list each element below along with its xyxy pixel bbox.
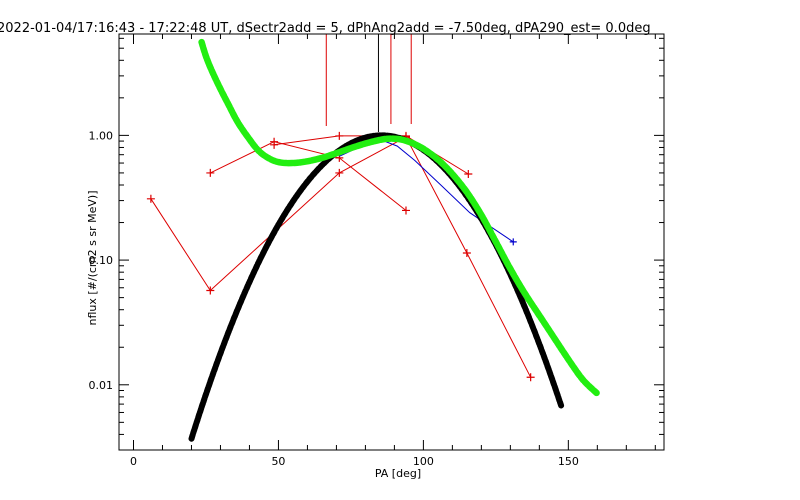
- y-axis-label: nflux [#/(cm2 s sr MeV)]: [86, 191, 99, 326]
- x-tick-label-1: 50: [271, 455, 285, 468]
- red-cross-point-0-1: [206, 286, 215, 295]
- red-cross-point-2-3: [464, 170, 473, 179]
- red-line-1: [210, 141, 407, 211]
- green-fit-curve: [198, 38, 601, 397]
- red-cross-point-2-0: [270, 140, 279, 149]
- y-tick-label-0: 0.01: [89, 379, 114, 392]
- y-tick-label-2: 1.00: [89, 129, 114, 142]
- black-fit-curve: [188, 132, 565, 442]
- red-cross-point-0-0: [146, 194, 155, 203]
- x-tick-label-2: 100: [413, 455, 434, 468]
- x-tick-label-3: 150: [558, 455, 579, 468]
- red-cross-point-2-1: [335, 131, 344, 140]
- red-cross-point-0-4: [462, 248, 471, 257]
- ticks-layer: 0 50 100 150 0.01 0.10 1.00: [89, 34, 664, 468]
- series-layer: [146, 34, 601, 442]
- red-cross-point-0-5: [526, 373, 535, 382]
- red-cross-point-0-2: [335, 168, 344, 177]
- chart-title: 2022-01-04/17:16:43 - 17:22:48 UT, dSect…: [0, 21, 651, 36]
- red-cross-point-1-3: [401, 206, 410, 215]
- red-line-0: [150, 136, 532, 378]
- x-axis-label: PA [deg]: [375, 467, 421, 480]
- y-tick-label-1: 0.10: [89, 254, 114, 267]
- x-tick-label-0: 0: [130, 455, 137, 468]
- plot-area: [146, 34, 601, 442]
- plot-frame: [118, 33, 665, 451]
- red-cross-point-1-0: [206, 168, 215, 177]
- blue-cross-point: [509, 238, 517, 246]
